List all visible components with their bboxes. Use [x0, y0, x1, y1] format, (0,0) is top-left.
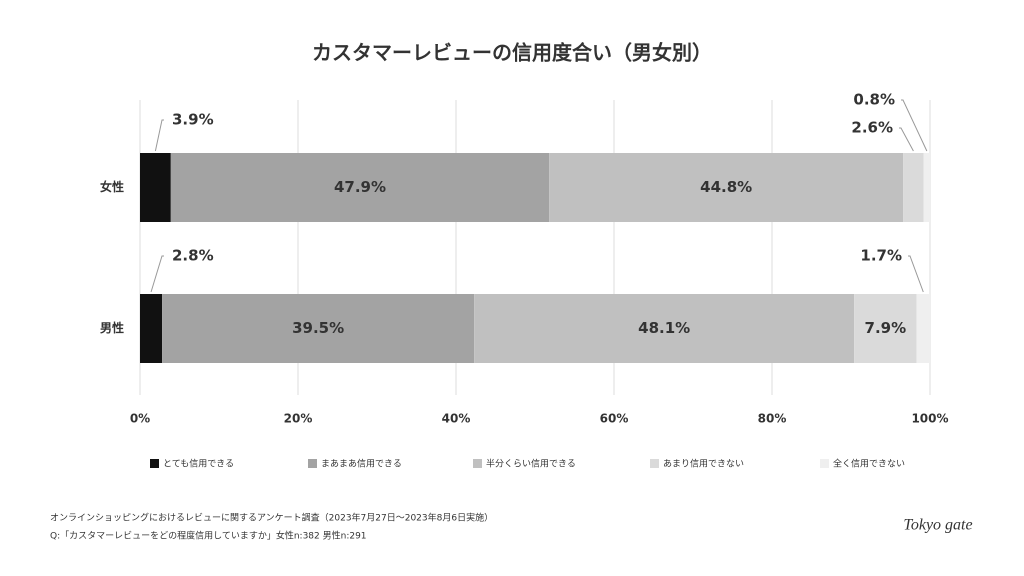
- legend-label: とても信用できる: [163, 458, 234, 470]
- value-label: 1.7%: [860, 247, 902, 265]
- legend-label: 全く信用できない: [833, 458, 905, 470]
- y-tick-label: 女性: [100, 179, 124, 194]
- bar-segment: [854, 294, 917, 363]
- bar-segment: [170, 153, 550, 222]
- value-label: 39.5%: [292, 319, 344, 337]
- bar-segment: [140, 294, 163, 363]
- bar-segment: [903, 153, 924, 222]
- x-tick-label: 20%: [284, 412, 313, 426]
- note: Q:「カスタマーレビューをどの程度信用していますか」女性n:382 男性n:29…: [50, 530, 367, 542]
- x-tick-label: 100%: [911, 412, 948, 426]
- legend-swatch: [308, 459, 317, 468]
- x-tick-label: 60%: [600, 412, 629, 426]
- value-label: 48.1%: [638, 319, 690, 337]
- bar-segment: [162, 294, 475, 363]
- bar-segment: [549, 153, 904, 222]
- leader-line: [899, 127, 914, 152]
- value-label: 7.9%: [865, 319, 907, 337]
- value-label: 3.9%: [172, 111, 214, 129]
- bar-segment: [140, 153, 171, 222]
- legend-label: あまり信用できない: [663, 458, 744, 470]
- y-tick-label: 男性: [100, 320, 124, 335]
- leader-line: [154, 119, 164, 152]
- logo: Tokyo gate: [903, 517, 972, 534]
- legend-label: まあまあ信用できる: [321, 458, 402, 470]
- value-label: 0.8%: [853, 91, 895, 109]
- x-tick-label: 40%: [442, 412, 471, 426]
- bar-segment: [916, 294, 930, 363]
- value-label: 44.8%: [700, 178, 752, 196]
- legend-label: 半分くらい信用できる: [486, 458, 576, 470]
- bar-segment: [923, 153, 930, 222]
- note: オンラインショッピングにおけるレビューに関するアンケート調査（2023年7月27…: [50, 512, 493, 524]
- value-label: 2.6%: [851, 119, 893, 137]
- value-label: 2.8%: [172, 247, 214, 265]
- x-tick-label: 80%: [758, 412, 787, 426]
- x-tick-label: 0%: [130, 412, 150, 426]
- leader-line: [901, 99, 928, 152]
- chart-title: カスタマーレビューの信用度合い（男女別）: [312, 41, 712, 65]
- legend-swatch: [150, 459, 159, 468]
- value-label: 47.9%: [334, 178, 386, 196]
- leader-line: [908, 255, 924, 293]
- bar-segment: [474, 294, 855, 363]
- leader-line: [150, 255, 164, 293]
- legend-swatch: [473, 459, 482, 468]
- legend-swatch: [650, 459, 659, 468]
- legend-swatch: [820, 459, 829, 468]
